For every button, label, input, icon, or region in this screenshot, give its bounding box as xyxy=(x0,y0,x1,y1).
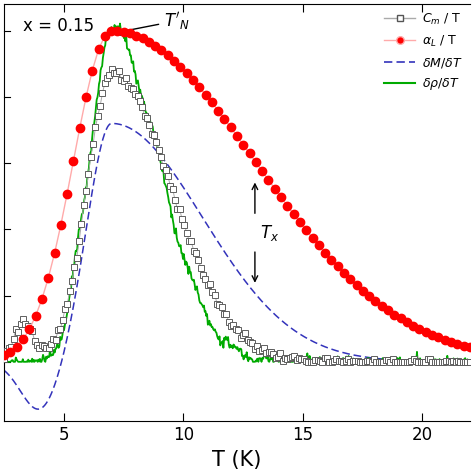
Text: $T_x$: $T_x$ xyxy=(260,223,279,243)
X-axis label: T (K): T (K) xyxy=(212,450,262,470)
Legend: $C_m$ / T, $\alpha_L$ / T, $\delta M/\delta T$, $\delta\rho/\delta T$: $C_m$ / T, $\alpha_L$ / T, $\delta M/\de… xyxy=(379,7,467,98)
Text: $T'_N$: $T'_N$ xyxy=(113,10,190,35)
Text: x = 0.15: x = 0.15 xyxy=(23,17,94,35)
